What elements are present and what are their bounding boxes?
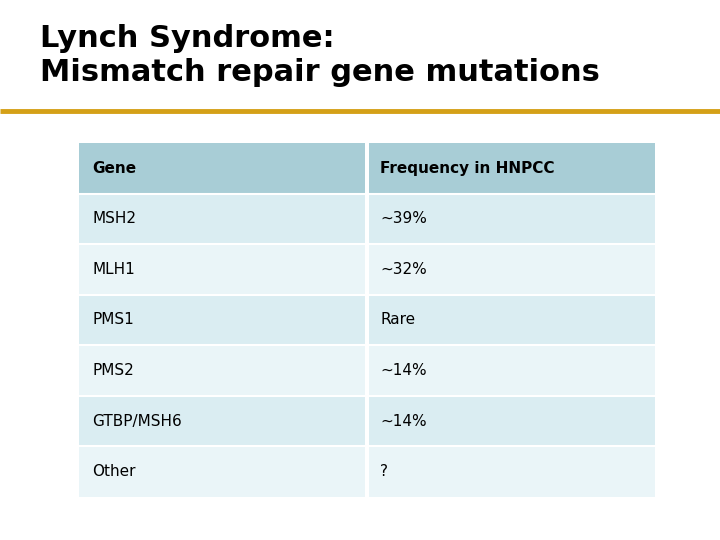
Text: ~14%: ~14% [380, 363, 427, 378]
Text: GTBP/MSH6: GTBP/MSH6 [92, 414, 182, 429]
Text: Other: Other [92, 464, 135, 479]
Text: Frequency in HNPCC: Frequency in HNPCC [380, 161, 554, 176]
Text: PMS2: PMS2 [92, 363, 134, 378]
Text: ~39%: ~39% [380, 211, 427, 226]
Text: ~14%: ~14% [380, 414, 427, 429]
Text: MSH2: MSH2 [92, 211, 136, 226]
Text: ~32%: ~32% [380, 262, 427, 277]
Text: Lynch Syndrome:
Mismatch repair gene mutations: Lynch Syndrome: Mismatch repair gene mut… [40, 24, 600, 87]
Text: PMS1: PMS1 [92, 313, 134, 327]
Text: Rare: Rare [380, 313, 415, 327]
Text: MLH1: MLH1 [92, 262, 135, 277]
Text: ?: ? [380, 464, 388, 479]
Text: Gene: Gene [92, 161, 136, 176]
